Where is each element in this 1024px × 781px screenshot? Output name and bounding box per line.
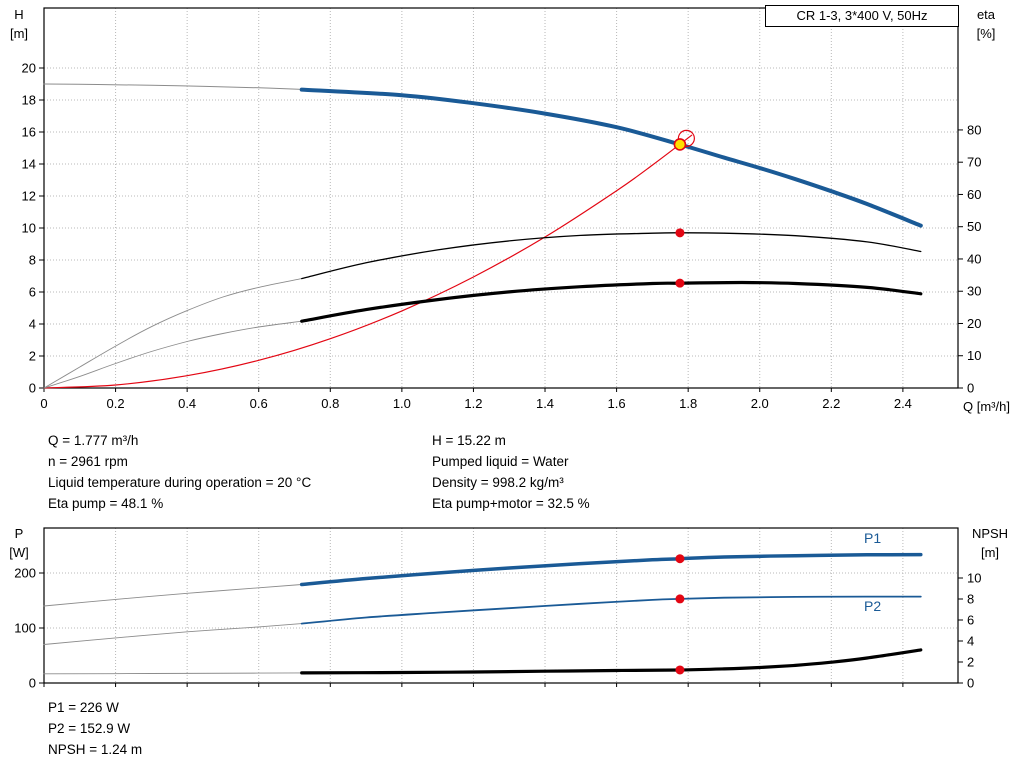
tick-label: 2: [967, 654, 974, 669]
tick-label: 14: [22, 157, 36, 172]
tick-label: 50: [967, 219, 981, 234]
tick-label: 8: [967, 591, 974, 606]
tick-label: 20: [967, 316, 981, 331]
eta-pump-motor-extension: [43, 320, 303, 389]
npsh-axis-title-line1: NPSH: [971, 526, 1009, 541]
q-axis-label: Q [m³/h]: [963, 399, 1010, 414]
duty-info-right: H = 15.22 m Pumped liquid = Water Densit…: [432, 430, 590, 514]
p-axis-title-line1: P: [14, 526, 24, 541]
tick-label: 12: [22, 189, 36, 204]
eta-pump-point-marker: [675, 228, 685, 238]
tick-label: 0: [29, 676, 36, 691]
tick-label: 1.2: [464, 396, 482, 411]
tick-label: 8: [29, 253, 36, 268]
tick-label: 1.4: [536, 396, 554, 411]
info-line-density: Density = 998.2 kg/m³: [432, 475, 564, 490]
info-line-eta-pump: Eta pump = 48.1 %: [48, 496, 164, 511]
p-axis-title-line2: [W]: [9, 545, 29, 560]
eta-axis-title: eta [%]: [962, 5, 1010, 43]
info-line-pumped-liquid: Pumped liquid = Water: [432, 454, 569, 469]
info-line-h: H = 15.22 m: [432, 433, 506, 448]
info-line-n: n = 2961 rpm: [48, 454, 128, 469]
tick-label: 0.6: [250, 396, 268, 411]
info-line-p2: P2 = 152.9 W: [48, 721, 131, 736]
power-info: P1 = 226 W P2 = 152.9 W NPSH = 1.24 m: [48, 697, 142, 760]
tick-label: 0.2: [107, 396, 125, 411]
tick-label: 100: [14, 620, 36, 635]
tick-label: 18: [22, 93, 36, 108]
tick-label: 0: [967, 676, 974, 691]
p2-curve-extension: [43, 623, 303, 645]
h-axis-title-line1: H: [14, 7, 24, 22]
p1-point-marker: [675, 554, 685, 564]
tick-label: 4: [967, 633, 974, 648]
tick-label: 1.6: [608, 396, 626, 411]
npsh-curve: [300, 648, 923, 675]
info-line-eta-pump-motor: Eta pump+motor = 32.5 %: [432, 496, 590, 511]
tick-label: 0: [40, 396, 47, 411]
tick-label: 70: [967, 155, 981, 170]
h-axis-title: H [m]: [2, 5, 36, 43]
npsh-axis-title: NPSH [m]: [962, 524, 1018, 562]
npsh-axis-title-line2: [m]: [980, 545, 1000, 560]
npsh-curve-extension: [43, 672, 303, 675]
eta-pump-curve: [301, 232, 922, 280]
duty-point-marker: [673, 138, 687, 151]
tick-label: 10: [22, 221, 36, 236]
info-line-liquid-temp: Liquid temperature during operation = 20…: [48, 475, 312, 490]
power-npsh-chart: 0 100 200 0 2 4 6 8 10: [14, 527, 981, 691]
tick-label: 1.0: [393, 396, 411, 411]
tick-label: 2.2: [822, 396, 840, 411]
tick-label: 40: [967, 251, 981, 266]
tick-label: 6: [29, 285, 36, 300]
tick-label: 60: [967, 187, 981, 202]
tick-label: 0.4: [178, 396, 196, 411]
system-curve: [43, 134, 693, 389]
tick-label: 0.8: [321, 396, 339, 411]
info-line-npsh: NPSH = 1.24 m: [48, 742, 143, 757]
tick-label: 200: [14, 565, 36, 580]
tick-label: 80: [967, 122, 981, 137]
eta-axis-title-line1: eta: [976, 7, 996, 22]
info-line-p1: P1 = 226 W: [48, 700, 119, 715]
tick-label: 0: [29, 381, 36, 396]
eta-pump-extension: [43, 278, 303, 389]
info-line-q: Q = 1.777 m³/h: [48, 433, 139, 448]
tick-label: 2.4: [894, 396, 912, 411]
eta-axis-title-line2: [%]: [976, 26, 996, 41]
eta-pump-motor-point-marker: [675, 278, 685, 288]
npsh-point-marker: [675, 665, 685, 675]
p2-point-marker: [675, 594, 685, 604]
p1-curve-extension: [43, 584, 303, 607]
tick-label: 2: [29, 349, 36, 364]
tick-label: 30: [967, 284, 981, 299]
tick-label: 1.8: [679, 396, 697, 411]
duty-info-left: Q = 1.777 m³/h n = 2961 rpm Liquid tempe…: [48, 430, 311, 514]
tick-label: 16: [22, 125, 36, 140]
tick-label: 6: [967, 612, 974, 627]
tick-label: 10: [967, 570, 981, 585]
p1-curve-label: P1: [864, 530, 882, 546]
qh-curve-extension: [43, 83, 303, 90]
h-axis-title-line2: [m]: [9, 26, 29, 41]
p2-curve-label: P2: [864, 598, 882, 614]
p1-curve: [299, 552, 923, 587]
tick-label: 20: [22, 61, 36, 76]
tick-label: 4: [29, 317, 36, 332]
eta-pump-motor-curve: [300, 280, 923, 323]
chart-title-box: CR 1-3, 3*400 V, 50Hz: [765, 5, 959, 27]
qh-curve: [299, 87, 923, 228]
tick-label: 0: [967, 381, 974, 396]
qh-eta-chart: 0 0.2 0.4 0.6 0.8 1.0 1.2 1.4 1.6 1.8 2.0 2.2 2.4 0 2 4…: [22, 7, 981, 411]
p2-curve: [300, 595, 922, 625]
tick-label: 10: [967, 348, 981, 363]
p-axis-title: P [W]: [2, 524, 36, 562]
tick-label: 2.0: [751, 396, 769, 411]
